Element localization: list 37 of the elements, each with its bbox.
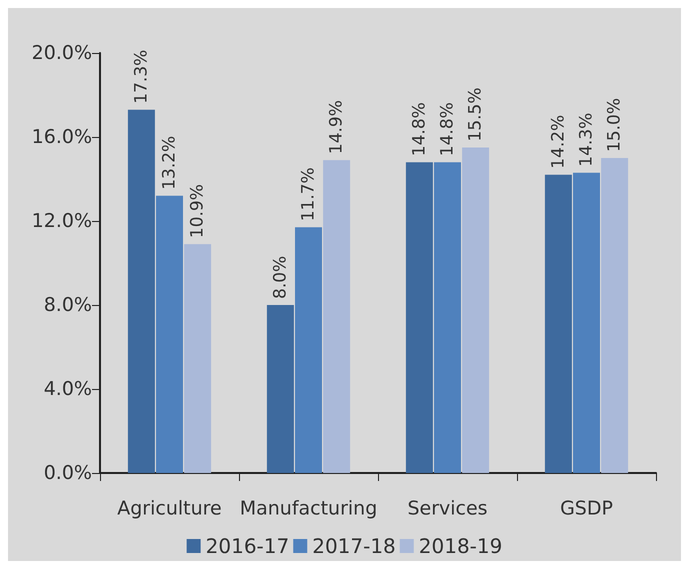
data-label: 14.9% [326, 100, 347, 154]
bar [434, 162, 461, 473]
data-label: 14.2% [548, 114, 568, 169]
data-label: 15.0% [604, 98, 625, 152]
y-tick-label: 16.0% [32, 126, 92, 148]
data-label: 10.9% [188, 184, 208, 238]
legend-label: 2017-18 [312, 534, 396, 558]
data-label: 14.3% [576, 112, 596, 167]
y-tick-label: 8.0% [44, 294, 92, 316]
bar [295, 227, 322, 473]
bar [266, 305, 294, 473]
bar [462, 148, 490, 473]
y-tick-label: 12.0% [32, 210, 92, 232]
x-tick-label: Agriculture [117, 498, 222, 520]
x-tick-label: Services [407, 498, 488, 520]
data-label: 13.2% [160, 136, 180, 190]
legend-label: 2018-19 [418, 534, 502, 558]
bar [184, 244, 212, 473]
data-label: 11.7% [298, 167, 318, 222]
bar [323, 160, 350, 473]
bar [544, 174, 572, 473]
bar [601, 158, 628, 473]
data-label: 14.8% [438, 102, 458, 156]
x-tick-label: Manufacturing [240, 498, 378, 520]
data-label: 15.5% [466, 87, 486, 142]
data-label: 17.3% [131, 50, 152, 104]
y-tick-label: 4.0% [44, 378, 92, 400]
bar [406, 162, 433, 473]
data-label: 14.8% [409, 102, 430, 156]
y-tick-label: 20.0% [32, 42, 92, 64]
legend-label: 2016-17 [206, 534, 290, 558]
bar [128, 110, 155, 473]
data-label: 8.0% [270, 256, 290, 299]
bar [156, 196, 183, 473]
bar [573, 172, 600, 473]
x-tick-label: GSDP [560, 498, 613, 520]
y-tick-label: 0.0% [44, 462, 92, 484]
